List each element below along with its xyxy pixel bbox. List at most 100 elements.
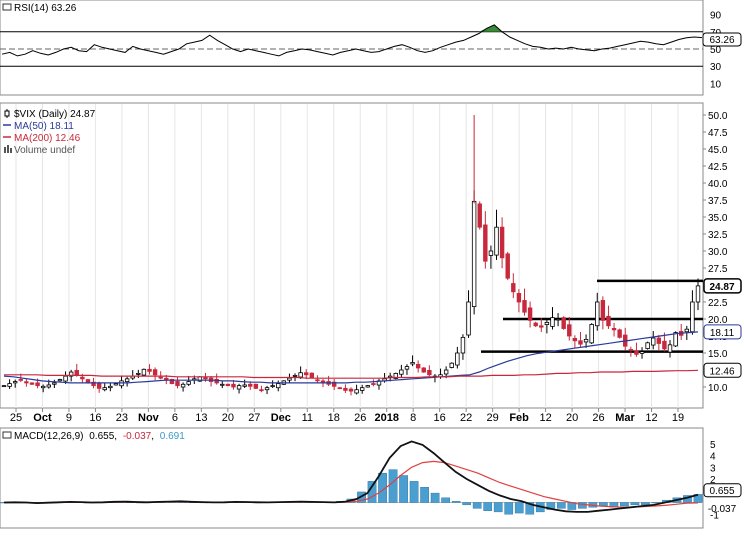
- histogram-bar: [620, 502, 629, 507]
- x-tick-label: 8: [410, 412, 416, 424]
- legend-line-icon: [2, 431, 12, 439]
- candle-body: [656, 337, 662, 344]
- candle-body: [550, 317, 555, 327]
- candle-body: [667, 344, 673, 353]
- x-tick-label: 2018: [374, 412, 398, 424]
- price-legend-item: $VIX (Daily) 24.87: [14, 109, 96, 120]
- candle-body: [253, 383, 259, 389]
- histogram-bar: [556, 502, 566, 509]
- candle-body: [152, 369, 158, 376]
- candle-body: [24, 381, 29, 384]
- macd-value-badge: [703, 483, 742, 498]
- histogram-bar: [399, 475, 408, 503]
- x-tick-label: 12: [645, 412, 657, 424]
- candle-body: [96, 383, 102, 389]
- candle-body: [80, 376, 85, 380]
- price-tick-label: 50.0: [708, 111, 728, 122]
- price-tick-label: 45.0: [708, 145, 728, 156]
- x-tick-label: 16: [89, 412, 101, 424]
- price-badge-text: 12.46: [709, 366, 734, 377]
- price-badge-text: 18.11: [710, 328, 735, 339]
- candle-body: [298, 372, 303, 378]
- histogram-bar: [472, 502, 482, 509]
- price-tick-label: 10.0: [708, 383, 728, 394]
- macd-legend-text: MACD(12,26,9) 0.655, -0.037, 0.691: [14, 431, 185, 442]
- candle-body: [354, 389, 359, 394]
- price-legend-item: MA(50) 18.11: [14, 121, 74, 132]
- x-tick-label: 26: [592, 412, 604, 424]
- candle-body: [35, 382, 40, 387]
- candle-body: [617, 329, 622, 338]
- candle-body: [651, 337, 656, 346]
- candle-body: [634, 350, 639, 355]
- candle-body: [404, 366, 410, 370]
- x-tick-label: 11: [302, 412, 313, 424]
- rsi-line: [1, 24, 703, 57]
- macd-tick-label: 3: [710, 463, 716, 474]
- histogram-bar: [409, 481, 419, 503]
- candle-body: [309, 372, 315, 378]
- price-layer: [1, 115, 703, 396]
- candle-body: [578, 340, 583, 345]
- candle-body: [248, 383, 253, 387]
- candle-body: [12, 381, 18, 384]
- candle-body: [443, 369, 449, 375]
- x-tick-label: 20: [222, 412, 234, 424]
- price-value-badge: [703, 278, 742, 294]
- histogram-bar: [525, 502, 535, 515]
- candle-body: [220, 383, 225, 386]
- candle-body: [410, 362, 415, 365]
- price-tick-label: 47.5: [708, 128, 728, 139]
- candle-body: [662, 340, 667, 350]
- macd-badge-text: -0.037: [708, 504, 737, 515]
- candle-body: [242, 384, 247, 387]
- legend-separator: ,: [151, 431, 154, 442]
- candle-body: [113, 383, 119, 386]
- candle-body: [511, 283, 516, 293]
- candle-body: [1, 385, 7, 388]
- x-tick-label: 13: [195, 412, 207, 424]
- candle-body: [102, 387, 107, 391]
- candle-body: [466, 301, 471, 336]
- candle-body: [455, 352, 460, 366]
- candle-body: [684, 328, 690, 333]
- candle-body: [561, 317, 566, 329]
- x-tick-label: 29: [487, 412, 499, 424]
- candle-body: [332, 381, 337, 387]
- candle-body: [639, 351, 645, 354]
- candle-body: [63, 375, 68, 382]
- candle-body: [287, 377, 292, 381]
- legend-line-icon: [2, 3, 12, 11]
- candle-body: [7, 383, 12, 387]
- candle-body: [611, 327, 617, 331]
- candle-body: [46, 384, 51, 388]
- candle-body: [690, 301, 695, 333]
- legend-separator: ,: [114, 431, 117, 442]
- candle-body: [460, 336, 466, 354]
- macd-tick-label: 4: [710, 452, 716, 463]
- candle-body: [40, 385, 46, 389]
- rsi-tick-label: 90: [710, 11, 722, 22]
- candle-body: [68, 371, 74, 377]
- x-tick-label: 20: [566, 412, 578, 424]
- candle-body: [589, 324, 594, 344]
- candle-body: [544, 321, 550, 326]
- volume-bars-icon: [4, 147, 6, 153]
- candle-body: [371, 383, 376, 385]
- candle-body: [147, 368, 152, 372]
- candle-body: [606, 315, 611, 327]
- histogram-bar: [514, 502, 524, 514]
- histogram-bar: [504, 502, 514, 515]
- histogram-bar: [693, 494, 703, 503]
- rsi-tick-label: 10: [710, 79, 722, 90]
- price-tick-label: 40.0: [708, 179, 728, 190]
- price-tick-label: 22.5: [708, 298, 728, 309]
- rsi-tick-label: 50: [710, 45, 722, 56]
- candle-body: [91, 381, 96, 387]
- rsi-layer: 9070503010: [0, 11, 722, 90]
- rsi-panel: [0, 0, 704, 96]
- candle-body: [499, 226, 505, 259]
- candle-body: [449, 362, 454, 368]
- candle-body: [645, 342, 650, 349]
